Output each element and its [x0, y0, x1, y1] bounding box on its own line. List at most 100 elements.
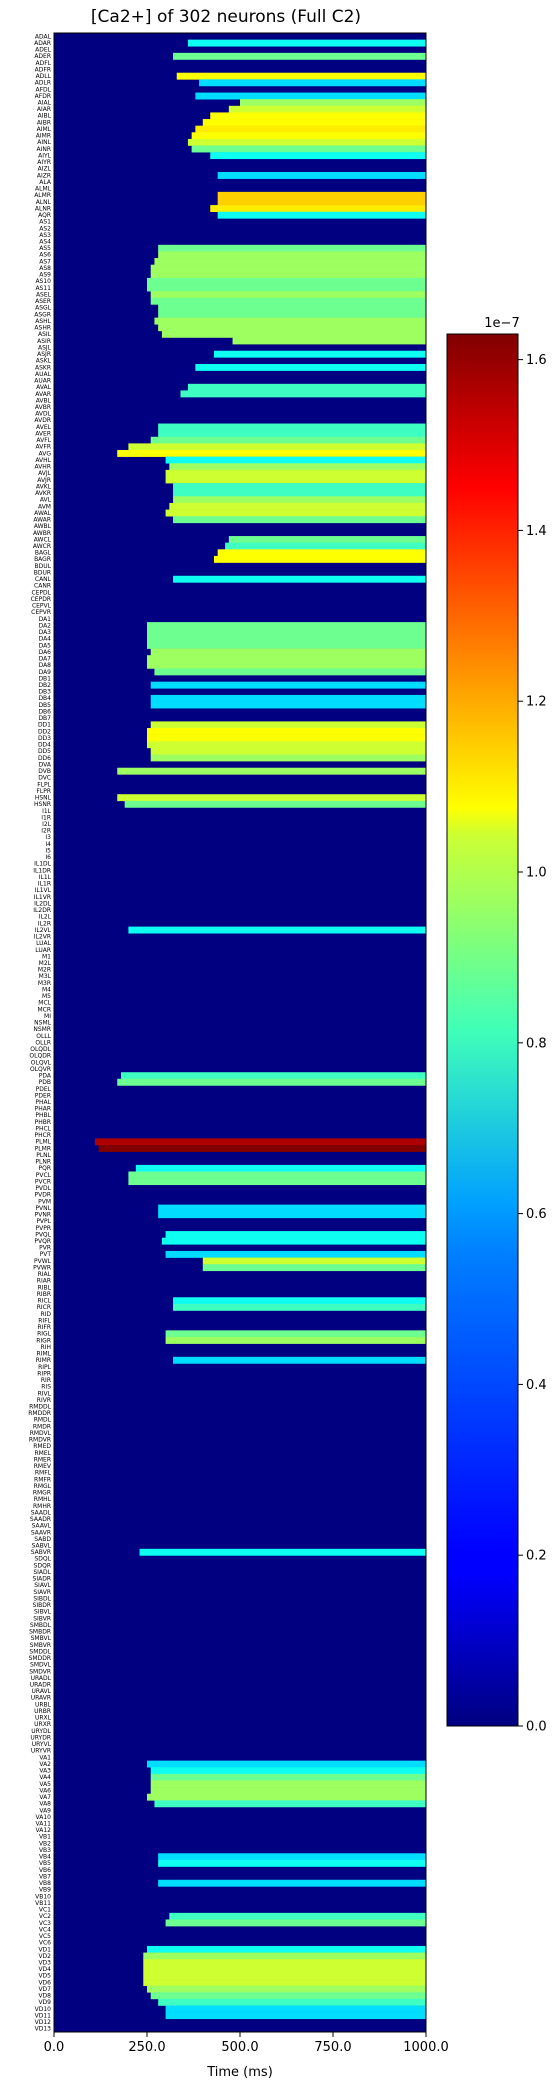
y-tick-label: VB5 — [39, 1860, 51, 1867]
chart-title: [Ca2+] of 302 neurons (Full C2) — [91, 7, 361, 27]
y-tick-label: PHCL — [35, 1125, 51, 1132]
heatmap-cell — [165, 469, 426, 477]
y-tick-label: IL2R — [38, 920, 51, 927]
y-tick-label: VD2 — [38, 1953, 51, 1960]
x-axis-label: Time (ms) — [206, 2065, 273, 2080]
y-tick-label: IL1DR — [33, 867, 51, 874]
heatmap-cell — [173, 483, 426, 491]
heatmap-cell — [165, 509, 426, 517]
heatmap-cell — [202, 1257, 426, 1265]
heatmap-cell — [173, 1297, 426, 1305]
colorbar-tick-label: 0.0 — [526, 1720, 547, 1735]
y-tick-label: ASER — [35, 298, 51, 305]
y-tick-label: VB1 — [39, 1834, 51, 1841]
y-tick-label: VA11 — [36, 1821, 52, 1828]
y-tick-label: ADLR — [35, 80, 51, 87]
y-tick-label: RMDDR — [28, 1410, 51, 1417]
heatmap-cell — [217, 191, 426, 199]
y-tick-label: RMFL — [35, 1470, 52, 1477]
y-tick-label: RMEL — [35, 1450, 52, 1457]
y-tick-label: IL1L — [39, 874, 52, 881]
y-tick-label: DA3 — [39, 629, 52, 636]
heatmap-cell — [217, 211, 426, 219]
y-tick-label: AVM — [38, 503, 51, 510]
colorbar-tick-label: 1.6 — [526, 353, 547, 368]
heatmap-cell — [232, 337, 426, 345]
heatmap-cell — [217, 172, 426, 179]
heatmap-cell — [150, 694, 426, 702]
y-tick-label: DA1 — [39, 616, 52, 623]
y-tick-label: AIBL — [38, 113, 52, 120]
heatmap-cell — [150, 747, 426, 755]
y-tick-label: OLQVL — [31, 1059, 52, 1066]
heatmap-cell — [128, 443, 426, 451]
y-tick-label: RIGL — [37, 1331, 52, 1338]
y-tick-label: PLNL — [36, 1152, 51, 1159]
y-tick-label: SDQL — [35, 1556, 52, 1563]
y-tick-label: RIFL — [38, 1317, 51, 1324]
heatmap-cell — [187, 383, 426, 391]
heatmap-cell — [165, 1919, 426, 1927]
y-tick-label: SMBVR — [30, 1642, 51, 1649]
y-tick-label: PVDL — [35, 1185, 51, 1192]
y-tick-label: VD10 — [35, 2006, 52, 2013]
y-tick-label: IL1R — [38, 881, 51, 888]
y-tick-label: VB10 — [35, 1893, 51, 1900]
y-tick-label: ALMR — [34, 192, 51, 199]
y-tick-label: RMGR — [33, 1490, 51, 1497]
heatmap-cell — [199, 79, 426, 87]
heatmap-cell — [165, 1231, 426, 1238]
heatmap-cell — [135, 1164, 426, 1172]
heatmap-cell — [228, 536, 426, 543]
heatmap-cell — [117, 1078, 427, 1086]
y-tick-label: M5 — [42, 993, 51, 1000]
y-tick-label: DA2 — [39, 622, 52, 629]
y-tick-label: URYVL — [32, 1741, 52, 1748]
colorbar-tick-label: 1.2 — [526, 695, 547, 710]
heatmap-cell — [158, 311, 426, 318]
y-tick-label: M3R — [38, 980, 51, 987]
y-tick-label: PHAR — [35, 1106, 51, 1113]
y-tick-label: AVAR — [35, 391, 51, 398]
y-tick-label: VA1 — [39, 1754, 51, 1761]
y-tick-label: SAADR — [30, 1516, 51, 1523]
heatmap-cell — [147, 661, 426, 669]
y-tick-label: DA5 — [39, 642, 52, 649]
y-tick-label: SIAVR — [33, 1589, 51, 1596]
y-tick-label: ALNR — [35, 205, 51, 212]
y-tick-label: URYDR — [30, 1734, 51, 1741]
y-tick-label: SMBDL — [30, 1622, 52, 1629]
y-tick-label: SMDVL — [30, 1662, 52, 1669]
y-tick-label: PVNL — [35, 1205, 51, 1212]
y-tick-label: I4 — [45, 841, 51, 848]
y-tick-label: LUAR — [35, 947, 51, 954]
y-tick-label: AS10 — [35, 278, 51, 285]
heatmap-cell — [158, 1998, 426, 2006]
y-tick-label: PVPR — [35, 1225, 51, 1232]
heatmap-cell — [147, 635, 426, 643]
y-tick-label: AVKL — [36, 483, 52, 490]
y-tick-label: RIML — [37, 1351, 52, 1358]
heatmap-cell — [240, 99, 426, 107]
y-tick-label: DD2 — [38, 728, 51, 735]
y-tick-label: DA4 — [39, 636, 52, 643]
y-tick-label: PHBR — [35, 1119, 51, 1126]
y-tick-label: AWBR — [33, 530, 51, 537]
y-tick-label: PHAL — [35, 1099, 51, 1106]
y-tick-label: ASHL — [35, 318, 51, 325]
y-tick-label: DB1 — [38, 675, 51, 682]
y-tick-label: MCR — [37, 1006, 51, 1013]
y-tick-label: AIBR — [37, 119, 51, 126]
y-tick-label: IL2DR — [33, 907, 51, 914]
heatmap-cell — [147, 622, 426, 630]
y-tick-label: DD4 — [38, 742, 51, 749]
y-tick-label: URYDL — [31, 1728, 51, 1735]
colorbar-tick-label: 0.8 — [526, 1036, 547, 1051]
heatmap-cell — [154, 258, 426, 265]
heatmap-cell — [147, 628, 426, 636]
y-tick-label: FLPR — [36, 788, 51, 795]
y-tick-label: ASIR — [37, 338, 51, 345]
y-tick-label: AS2 — [39, 225, 51, 232]
y-tick-label: VA8 — [39, 1801, 51, 1808]
y-tick-label: CEPDR — [31, 596, 51, 603]
